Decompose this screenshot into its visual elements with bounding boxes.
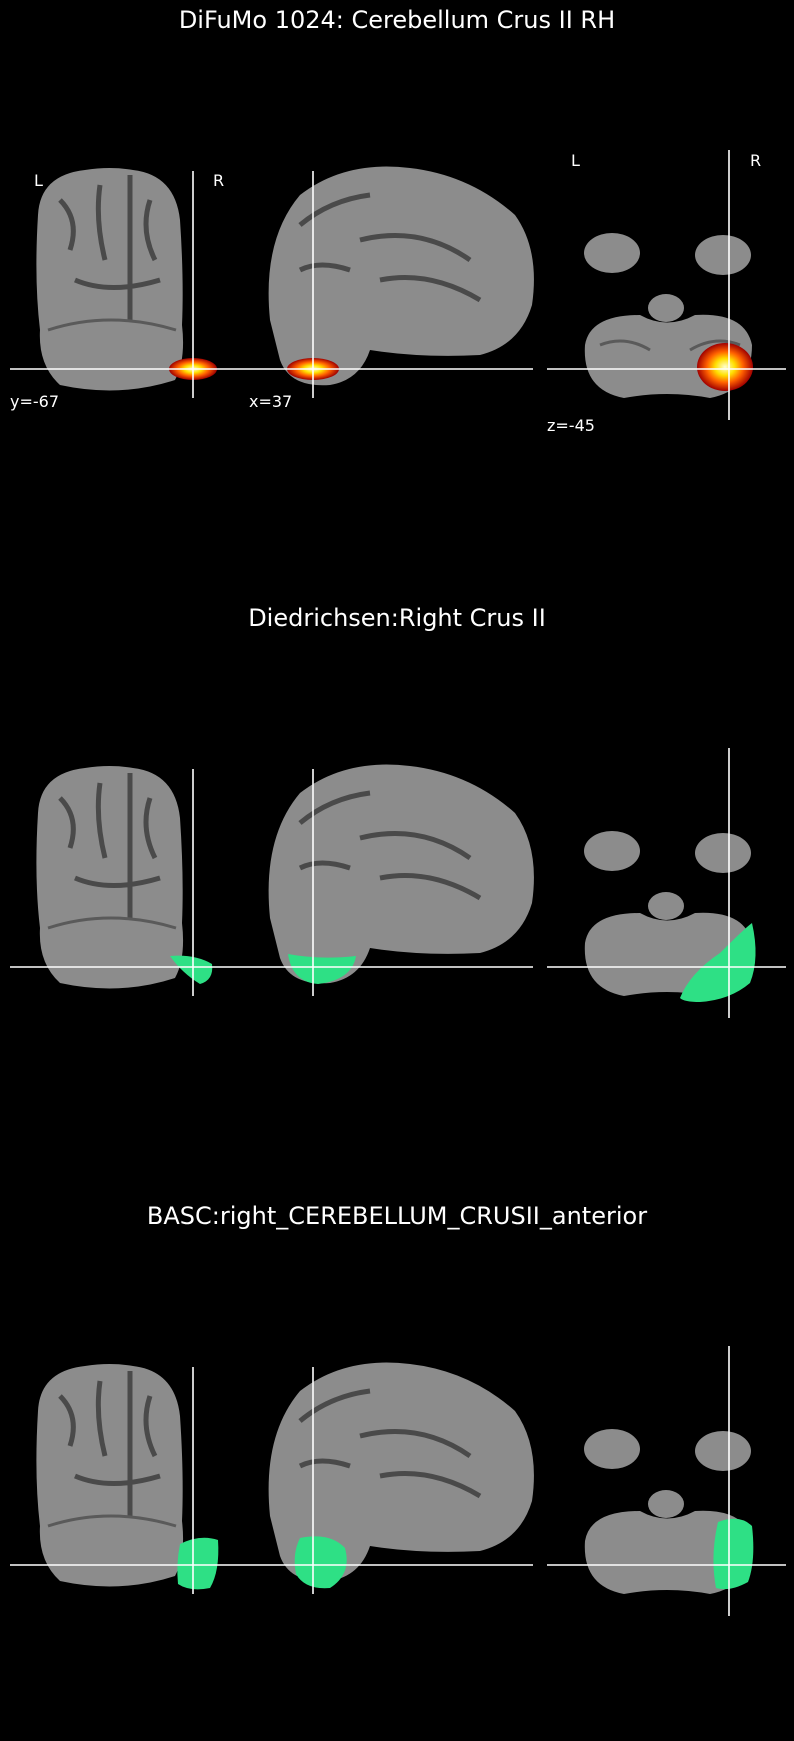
roi-mask	[177, 1537, 219, 1590]
coordinate-label-z: z=-45	[547, 416, 595, 435]
crosshair	[10, 748, 786, 1018]
coronal-slice	[36, 766, 213, 989]
axial-slice	[584, 1429, 754, 1594]
orientation-label-right: R	[213, 171, 225, 190]
panel-title-diedrichsen: Diedrichsen:Right Crus II	[248, 604, 546, 632]
panel-title-difumo: DiFuMo 1024: Cerebellum Crus II RH	[178, 6, 616, 34]
sagittal-slice	[268, 764, 534, 984]
coordinate-label-x: x=37	[249, 392, 293, 411]
orientation-label-right: R	[750, 151, 762, 170]
sagittal-slice	[268, 166, 534, 386]
brain-slices-basc	[0, 1326, 794, 1626]
orientation-label-left: L	[34, 171, 43, 190]
crosshair	[10, 150, 786, 420]
coronal-slice	[36, 168, 217, 391]
coordinate-label-y: y=-67	[10, 392, 60, 411]
axial-slice	[584, 831, 756, 1002]
roi-mask	[294, 1536, 347, 1589]
axial-slice	[584, 233, 753, 398]
activation-blob	[697, 343, 753, 391]
brain-slices-difumo: L R L R y=-67 x=37 z=-45	[0, 130, 794, 435]
roi-mask	[288, 954, 356, 984]
panel-title-basc: BASC:right_CEREBELLUM_CRUSII_anterior	[146, 1202, 648, 1230]
orientation-label-left: L	[571, 151, 580, 170]
crosshair	[10, 1346, 786, 1616]
brain-slices-diedrichsen	[0, 728, 794, 1028]
sagittal-slice	[268, 1362, 534, 1589]
roi-mask	[680, 923, 756, 1002]
roi-mask	[170, 955, 213, 984]
coronal-slice	[36, 1364, 219, 1590]
roi-mask	[713, 1518, 754, 1590]
